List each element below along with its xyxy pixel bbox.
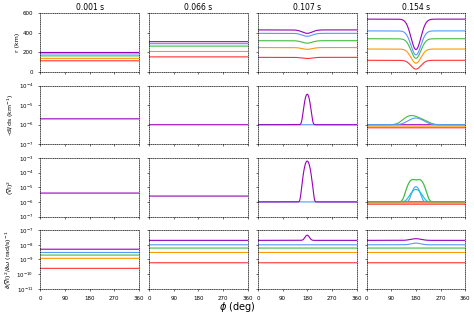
Title: 0.001 s: 0.001 s [76,3,104,12]
Y-axis label: ($\nabla$I)$^2$: ($\nabla$I)$^2$ [6,179,16,195]
Title: 0.154 s: 0.154 s [402,3,430,12]
Y-axis label: -dl/ds (km$^{-1}$): -dl/ds (km$^{-1}$) [6,94,16,136]
Title: 0.066 s: 0.066 s [184,3,212,12]
Text: $\phi$ (deg): $\phi$ (deg) [219,300,255,314]
Title: 0.107 s: 0.107 s [293,3,321,12]
Y-axis label: r (km): r (km) [15,33,20,52]
Y-axis label: $\partial$($\nabla$I)$^2$/$\partial$$\omega$ (rad/s)$^{-1}$: $\partial$($\nabla$I)$^2$/$\partial$$\om… [3,230,14,289]
